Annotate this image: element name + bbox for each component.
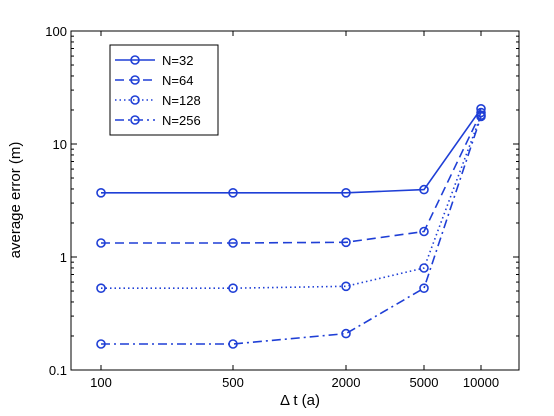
series-point <box>419 226 429 237</box>
y-tick-label: 100 <box>45 24 67 39</box>
series-point <box>341 237 351 248</box>
series-line-n-128 <box>101 114 482 290</box>
x-tick-label: 5000 <box>410 375 439 390</box>
legend: N=32 N=64 N=128 N=256 <box>109 44 219 136</box>
series-line-n-32 <box>101 108 482 194</box>
series-point <box>341 188 351 198</box>
legend-marker <box>130 115 140 125</box>
y-tick-label: 0.1 <box>49 363 67 378</box>
series-point <box>419 283 429 294</box>
y-tick-label: 10 <box>53 137 67 152</box>
series-point <box>228 339 238 349</box>
y-axis-label: average error (m) <box>7 142 24 259</box>
axis-ticks: 100 500 2000 5000 10000 0.1 1 10 100 <box>45 24 519 390</box>
series-point <box>476 111 486 122</box>
series-point <box>96 188 106 198</box>
series-point <box>96 238 106 248</box>
series-point <box>419 263 429 273</box>
x-tick-label: 10000 <box>463 375 499 390</box>
x-tick-label: 2000 <box>332 375 361 390</box>
x-tick-label: 500 <box>222 375 244 390</box>
series-layer <box>96 104 486 349</box>
legend-label: N=64 <box>162 73 193 88</box>
series-point <box>228 188 238 198</box>
series-point <box>96 339 106 349</box>
x-tick-label: 100 <box>90 375 112 390</box>
y-tick-label: 1 <box>60 250 67 265</box>
legend-marker <box>130 95 140 105</box>
legend-label: N=256 <box>162 113 201 128</box>
x-axis-label: Δ t (a) <box>280 392 320 409</box>
series-point <box>228 283 238 294</box>
series-point <box>96 283 106 294</box>
series-point <box>419 184 429 195</box>
series-point <box>228 238 238 248</box>
series-line-n-64 <box>101 112 482 244</box>
series-point <box>341 328 351 339</box>
legend-marker <box>130 75 140 85</box>
legend-marker <box>130 55 140 65</box>
legend-label: N=32 <box>162 53 193 68</box>
series-point <box>341 281 351 292</box>
legend-label: N=128 <box>162 93 201 108</box>
